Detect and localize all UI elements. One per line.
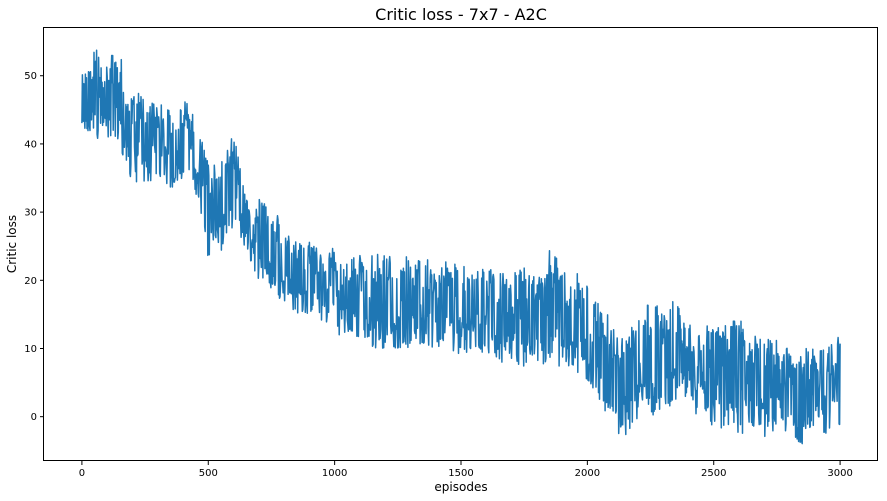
chart-title: Critic loss - 7x7 - A2C <box>375 5 547 24</box>
x-tick-label: 1500 <box>448 468 473 479</box>
y-tick-label: 20 <box>24 276 37 287</box>
x-tick-label: 500 <box>199 468 218 479</box>
plot-area <box>81 49 841 445</box>
x-axis: 0 500 1000 1500 2000 2500 3000 <box>79 461 853 479</box>
y-tick-label: 0 <box>31 412 37 423</box>
plot-frame <box>43 27 878 461</box>
x-tick-label: 2000 <box>575 468 600 479</box>
y-tick-label: 30 <box>24 208 37 219</box>
y-axis: 0 10 20 30 40 50 <box>24 71 44 423</box>
y-tick-label: 40 <box>24 139 37 150</box>
x-tick-label: 0 <box>79 468 85 479</box>
x-tick-label: 1000 <box>322 468 347 479</box>
x-tick-label: 2500 <box>701 468 726 479</box>
y-tick-label: 50 <box>24 71 37 82</box>
series-line <box>81 49 841 445</box>
y-tick-label: 10 <box>24 344 37 355</box>
y-axis-label: Critic loss <box>5 215 19 273</box>
x-axis-label: episodes <box>434 480 487 494</box>
x-tick-label: 3000 <box>827 468 852 479</box>
